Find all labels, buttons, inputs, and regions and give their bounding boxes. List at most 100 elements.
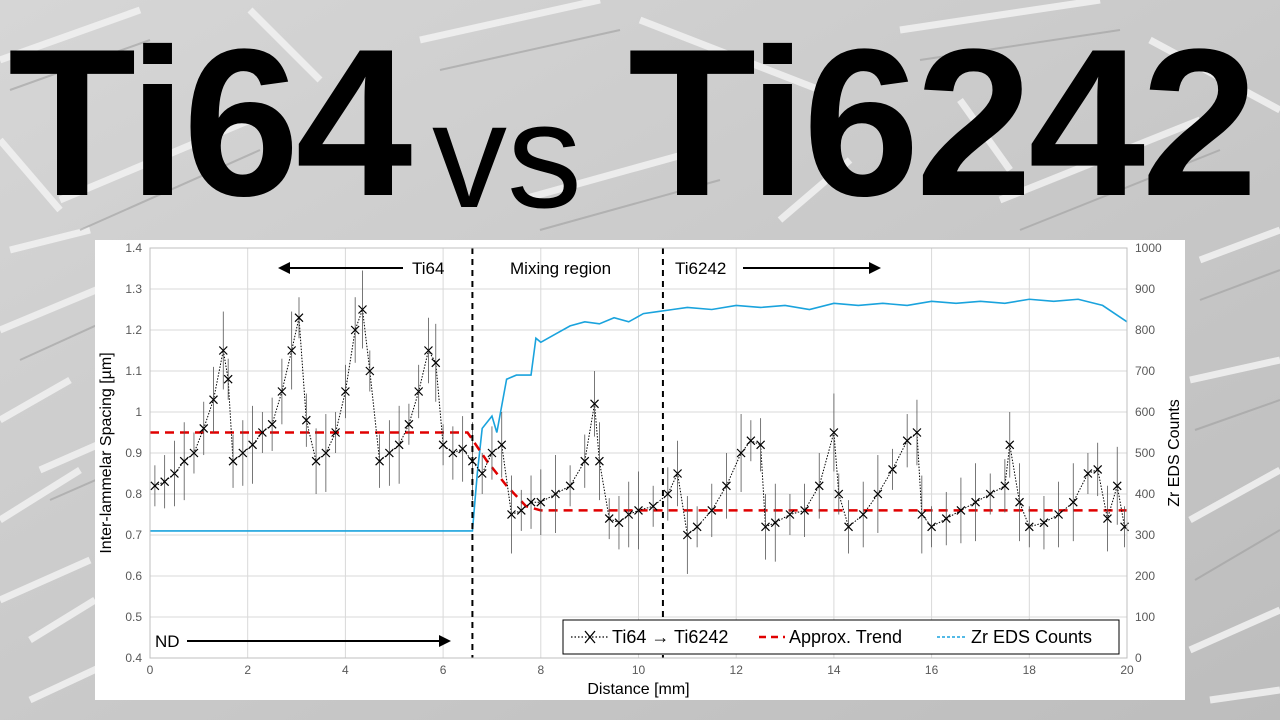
- legend-label-spacing: Ti64 → Ti6242: [612, 627, 728, 647]
- spacing-point: [761, 522, 770, 532]
- spacing-point: [551, 489, 560, 499]
- x-axis-label: Distance [mm]: [587, 681, 689, 698]
- y2-tick-label: 900: [1135, 282, 1155, 296]
- spacing-point: [150, 481, 160, 491]
- spacing-point: [624, 510, 634, 519]
- y-tick-label: 0.7: [125, 528, 142, 542]
- spacing-point: [614, 518, 624, 528]
- spacing-point: [912, 428, 922, 437]
- spacing-point: [179, 456, 189, 466]
- spacing-point: [722, 481, 731, 491]
- legend: Ti64 → Ti6242 Approx. Trend Zr EDS Count…: [562, 619, 1120, 655]
- spacing-point: [604, 514, 614, 524]
- spacing-point: [941, 514, 951, 524]
- x-tick-label: 12: [730, 663, 744, 677]
- chart: 0 2 4 6 8 10 12 14 16 18 20 0.4 0.5 0.6 0.7 0.8 0.9 1 1.1…: [98, 241, 1183, 698]
- spacing-point: [770, 518, 780, 528]
- spacing-point: [321, 448, 331, 458]
- plot-frame: [149, 247, 1128, 659]
- zr-series: [150, 298, 1128, 532]
- spacing-point: [311, 456, 321, 466]
- zr-line: [150, 298, 1128, 532]
- spacing-point: [248, 440, 258, 450]
- spacing-point: [590, 399, 599, 409]
- annotation-ti6242: Ti6242: [675, 259, 881, 278]
- spacing-point: [682, 530, 692, 540]
- y2-tick-label: 400: [1135, 487, 1155, 501]
- spacing-point: [1112, 481, 1122, 491]
- spacing-point: [257, 428, 267, 437]
- annotation-ti6242-label: Ti6242: [675, 259, 726, 278]
- y-tick-label: 1.3: [125, 282, 142, 296]
- x-tick-label: 10: [632, 663, 646, 677]
- x-tick-labels: 0 2 4 6 8 10 12 14 16 18 20: [147, 663, 1134, 677]
- y2-tick-label: 300: [1135, 528, 1155, 542]
- spacing-point: [199, 423, 209, 433]
- spacing-point: [365, 366, 375, 376]
- spacing-point: [404, 419, 414, 429]
- spacing-point: [707, 505, 717, 515]
- y-tick-label: 0.9: [125, 446, 142, 460]
- spacing-point: [858, 510, 868, 519]
- legend-label-trend: Approx. Trend: [789, 627, 902, 647]
- spacing-point: [160, 477, 170, 487]
- spacing-point: [692, 522, 702, 532]
- spacing-point: [736, 448, 746, 458]
- spacing-point: [414, 387, 424, 396]
- y-tick-label: 0.5: [125, 610, 142, 624]
- spacing-point: [331, 428, 341, 437]
- spacing-point: [448, 448, 458, 458]
- y2-tick-label: 200: [1135, 569, 1155, 583]
- spacing-point: [1015, 497, 1024, 507]
- spacing-point: [384, 448, 394, 458]
- spacing-point: [834, 489, 844, 499]
- spacing-line: [154, 309, 1126, 536]
- spacing-point: [287, 346, 297, 355]
- spacing-point: [756, 440, 766, 450]
- spacing-point: [902, 436, 912, 446]
- spacing-point: [223, 374, 233, 384]
- spacing-point: [873, 489, 883, 499]
- spacing-point: [746, 436, 756, 446]
- spacing-point: [888, 464, 897, 474]
- spacing-point: [648, 501, 658, 511]
- spacing-point: [497, 440, 507, 450]
- legend-entry-trend: Approx. Trend: [759, 627, 902, 647]
- spacing-point: [487, 448, 497, 458]
- chart-panel: 0 2 4 6 8 10 12 14 16 18 20 0.4 0.5 0.6 0.7 0.8 0.9 1 1.1…: [95, 240, 1185, 700]
- spacing-point: [565, 481, 575, 491]
- spacing-point: [1093, 464, 1103, 474]
- y-tick-label: 0.6: [125, 569, 142, 583]
- y2-tick-label: 500: [1135, 446, 1155, 460]
- spacing-point: [516, 505, 526, 515]
- spacing-point: [594, 456, 604, 466]
- spacing-point: [277, 387, 287, 396]
- spacing-point: [526, 497, 536, 507]
- spacing-point: [209, 395, 218, 405]
- x-tick-label: 2: [244, 663, 251, 677]
- x-tick-label: 16: [925, 663, 939, 677]
- spacing-point: [1083, 469, 1093, 478]
- spacing-point: [375, 456, 385, 466]
- spacing-point: [350, 325, 360, 335]
- spacing-point: [394, 440, 404, 450]
- spacing-point: [267, 419, 277, 429]
- x-tick-label: 20: [1120, 663, 1134, 677]
- spacing-point: [829, 428, 839, 437]
- y-tick-label: 0.4: [125, 651, 142, 665]
- spacing-point: [458, 444, 468, 454]
- legend-label-zr: Zr EDS Counts: [971, 627, 1092, 647]
- spacing-point: [1024, 522, 1034, 532]
- spacing-point: [663, 489, 673, 499]
- y-tick-label: 1.4: [125, 241, 142, 255]
- spacing-point: [228, 456, 238, 466]
- annotation-ti64-label: Ti64: [412, 259, 444, 278]
- y2-tick-label: 0: [1135, 651, 1142, 665]
- region-dividers: [471, 248, 664, 658]
- y2-tick-label: 600: [1135, 405, 1155, 419]
- spacing-point: [424, 346, 433, 355]
- title-vs: vs: [432, 71, 582, 239]
- spacing-point: [844, 522, 853, 532]
- annotation-nd: ND: [155, 632, 451, 651]
- spacing-point: [956, 505, 966, 515]
